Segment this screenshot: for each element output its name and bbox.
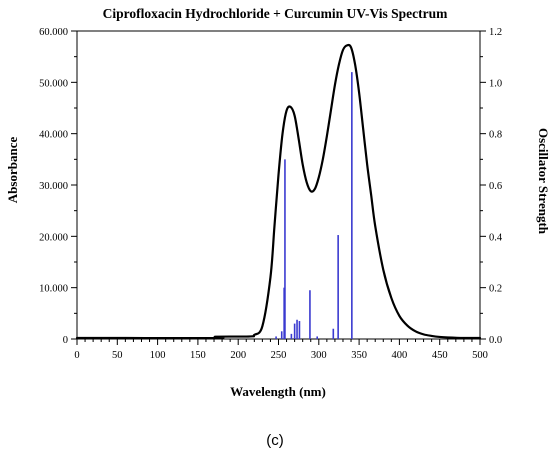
y-right-tick-label: 1.0 (489, 78, 502, 89)
y-left-axis-title: Absorbance (5, 137, 20, 204)
y-left-tick-label: 20.000 (39, 232, 68, 243)
x-tick-label: 350 (351, 350, 367, 361)
y-right-tick-label: 0.6 (489, 181, 502, 192)
y-left-tick-label: 0 (63, 335, 68, 346)
y-right-tick-label: 0.0 (489, 335, 502, 346)
y-right-tick-label: 1.2 (489, 27, 502, 38)
y-left-axis-ticks: 0 10.000 20.000 30.000 40.000 50.000 60.000 (39, 27, 77, 346)
panel-label: (c) (266, 432, 284, 449)
oscillator-strength-sticks (275, 72, 353, 339)
x-tick-label: 200 (230, 350, 246, 361)
y-right-tick-label: 0.2 (489, 284, 502, 295)
y-left-tick-label: 30.000 (39, 181, 68, 192)
y-left-tick-label: 10.000 (39, 284, 68, 295)
x-tick-label: 500 (472, 350, 488, 361)
x-tick-label: 400 (392, 350, 408, 361)
x-tick-label: 150 (190, 350, 206, 361)
x-tick-label: 50 (112, 350, 123, 361)
x-tick-label: 250 (271, 350, 287, 361)
y-right-tick-label: 0.4 (489, 232, 503, 243)
y-left-tick-label: 60.000 (39, 27, 68, 38)
chart-title: Ciprofloxacin Hydrochloride + Curcumin U… (103, 6, 449, 21)
y-right-tick-label: 0.8 (489, 130, 502, 141)
y-left-tick-label: 40.000 (39, 130, 68, 141)
absorbance-spectrum-line (75, 43, 482, 340)
x-tick-label: 300 (311, 350, 327, 361)
y-right-axis-title: Oscillator Strength (536, 128, 550, 235)
x-tick-label: 100 (150, 350, 166, 361)
x-tick-label: 450 (432, 350, 448, 361)
y-left-tick-label: 50.000 (39, 78, 68, 89)
x-tick-label: 0 (74, 350, 79, 361)
x-axis-title: Wavelength (nm) (230, 384, 326, 399)
x-axis-ticks: 0 50 100 150 200 250 300 350 400 450 500 (74, 339, 488, 361)
y-right-axis-ticks: 0.0 0.2 0.4 0.6 0.8 1.0 1.2 (480, 27, 503, 346)
